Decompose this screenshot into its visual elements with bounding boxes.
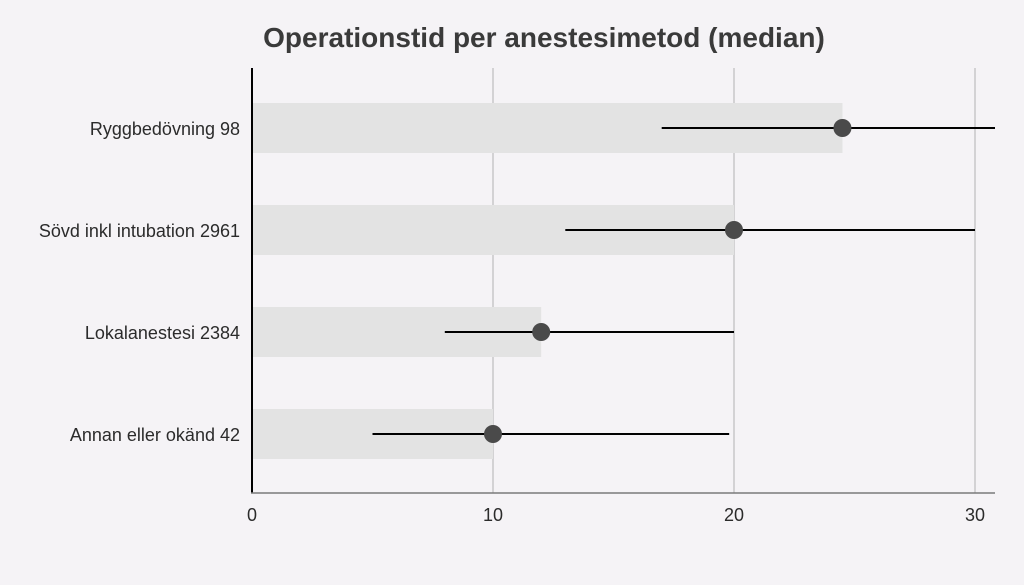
x-tick-label: 0 [247, 505, 257, 525]
category-label: Lokalanestesi 2384 [85, 323, 240, 343]
median-point [532, 323, 551, 341]
category-label: Ryggbedövning 98 [90, 119, 240, 139]
category-label: Sövd inkl intubation 2961 [39, 221, 240, 241]
x-tick-label: 30 [965, 505, 985, 525]
x-tick-label: 10 [483, 505, 503, 525]
median-point [484, 425, 502, 443]
x-tick-label: 20 [724, 505, 744, 525]
chart-title: Operationstid per anestesimetod (median) [263, 22, 825, 53]
category-label: Annan eller okänd 42 [70, 425, 240, 445]
median-point [725, 221, 743, 239]
median-point [833, 119, 852, 137]
